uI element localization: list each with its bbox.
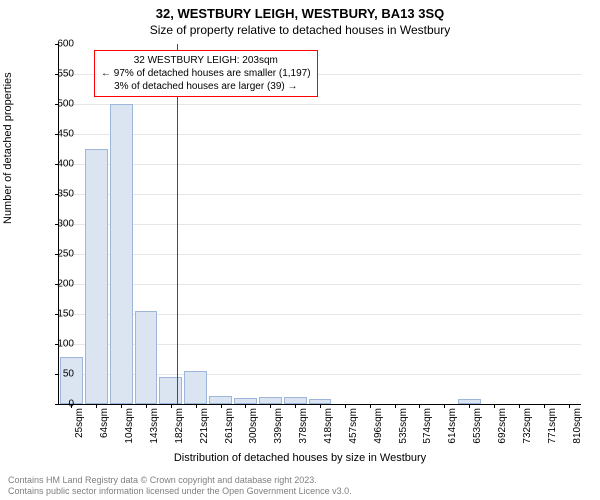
reference-line <box>177 44 178 404</box>
xtick-mark <box>544 404 545 408</box>
xtick-mark <box>345 404 346 408</box>
bar <box>184 371 207 404</box>
xtick-label: 574sqm <box>422 408 433 458</box>
ytick-label: 50 <box>44 369 74 380</box>
xtick-mark <box>519 404 520 408</box>
annotation-line-2: ← 97% of detached houses are smaller (1,… <box>101 67 311 80</box>
ytick-label: 100 <box>44 339 74 350</box>
xtick-label: 300sqm <box>248 408 259 458</box>
xtick-label: 339sqm <box>273 408 284 458</box>
ytick-label: 500 <box>44 99 74 110</box>
ytick-label: 150 <box>44 309 74 320</box>
xtick-label: 378sqm <box>298 408 309 458</box>
xtick-label: 64sqm <box>99 408 110 458</box>
xtick-mark <box>245 404 246 408</box>
bar <box>85 149 108 404</box>
gridline <box>59 254 581 255</box>
xtick-label: 143sqm <box>149 408 160 458</box>
xtick-mark <box>96 404 97 408</box>
xtick-label: 653sqm <box>472 408 483 458</box>
xtick-mark <box>469 404 470 408</box>
xtick-mark <box>494 404 495 408</box>
ytick-label: 400 <box>44 159 74 170</box>
xtick-mark <box>270 404 271 408</box>
gridline <box>59 224 581 225</box>
xtick-label: 261sqm <box>224 408 235 458</box>
xtick-mark <box>146 404 147 408</box>
xtick-mark <box>569 404 570 408</box>
chart-container: 32, WESTBURY LEIGH, WESTBURY, BA13 3SQ S… <box>0 0 600 500</box>
bar <box>60 357 83 404</box>
ytick-label: 450 <box>44 129 74 140</box>
xtick-mark <box>221 404 222 408</box>
title-line-1: 32, WESTBURY LEIGH, WESTBURY, BA13 3SQ <box>0 0 600 21</box>
annotation-box: 32 WESTBURY LEIGH: 203sqm ← 97% of detac… <box>94 50 318 97</box>
bar <box>110 104 133 404</box>
xtick-mark <box>320 404 321 408</box>
xtick-mark <box>419 404 420 408</box>
xtick-label: 810sqm <box>572 408 583 458</box>
xtick-label: 104sqm <box>124 408 135 458</box>
bar <box>159 377 182 404</box>
xtick-mark <box>171 404 172 408</box>
xtick-label: 182sqm <box>174 408 185 458</box>
xtick-label: 771sqm <box>547 408 558 458</box>
xtick-label: 732sqm <box>522 408 533 458</box>
gridline <box>59 284 581 285</box>
annotation-line-3: 3% of detached houses are larger (39) → <box>101 80 311 93</box>
ytick-label: 550 <box>44 69 74 80</box>
xtick-mark <box>295 404 296 408</box>
plot-area: 25sqm64sqm104sqm143sqm182sqm221sqm261sqm… <box>58 44 581 405</box>
gridline <box>59 104 581 105</box>
bar <box>284 397 307 404</box>
gridline <box>59 134 581 135</box>
xtick-mark <box>370 404 371 408</box>
xtick-label: 457sqm <box>348 408 359 458</box>
bar <box>209 396 232 404</box>
footer-line-2: Contains public sector information licen… <box>8 486 592 498</box>
xtick-label: 418sqm <box>323 408 334 458</box>
xtick-mark <box>196 404 197 408</box>
gridline <box>59 194 581 195</box>
footer-text: Contains HM Land Registry data © Crown c… <box>8 475 592 498</box>
xtick-label: 535sqm <box>398 408 409 458</box>
annotation-line-1: 32 WESTBURY LEIGH: 203sqm <box>101 54 311 67</box>
bar <box>135 311 158 404</box>
xtick-label: 496sqm <box>373 408 384 458</box>
xtick-mark <box>121 404 122 408</box>
xtick-label: 692sqm <box>497 408 508 458</box>
ytick-label: 250 <box>44 249 74 260</box>
bar <box>259 397 282 404</box>
chart-area: 25sqm64sqm104sqm143sqm182sqm221sqm261sqm… <box>58 44 580 404</box>
ytick-label: 600 <box>44 39 74 50</box>
ytick-label: 350 <box>44 189 74 200</box>
xtick-label: 25sqm <box>74 408 85 458</box>
gridline <box>59 164 581 165</box>
y-axis-label: Number of detached properties <box>2 72 14 224</box>
x-axis-label: Distribution of detached houses by size … <box>0 452 600 464</box>
xtick-mark <box>444 404 445 408</box>
xtick-mark <box>395 404 396 408</box>
title-line-2: Size of property relative to detached ho… <box>0 21 600 37</box>
ytick-label: 0 <box>44 399 74 410</box>
xtick-label: 614sqm <box>447 408 458 458</box>
xtick-label: 221sqm <box>199 408 210 458</box>
footer-line-1: Contains HM Land Registry data © Crown c… <box>8 475 592 487</box>
ytick-label: 300 <box>44 219 74 230</box>
ytick-label: 200 <box>44 279 74 290</box>
